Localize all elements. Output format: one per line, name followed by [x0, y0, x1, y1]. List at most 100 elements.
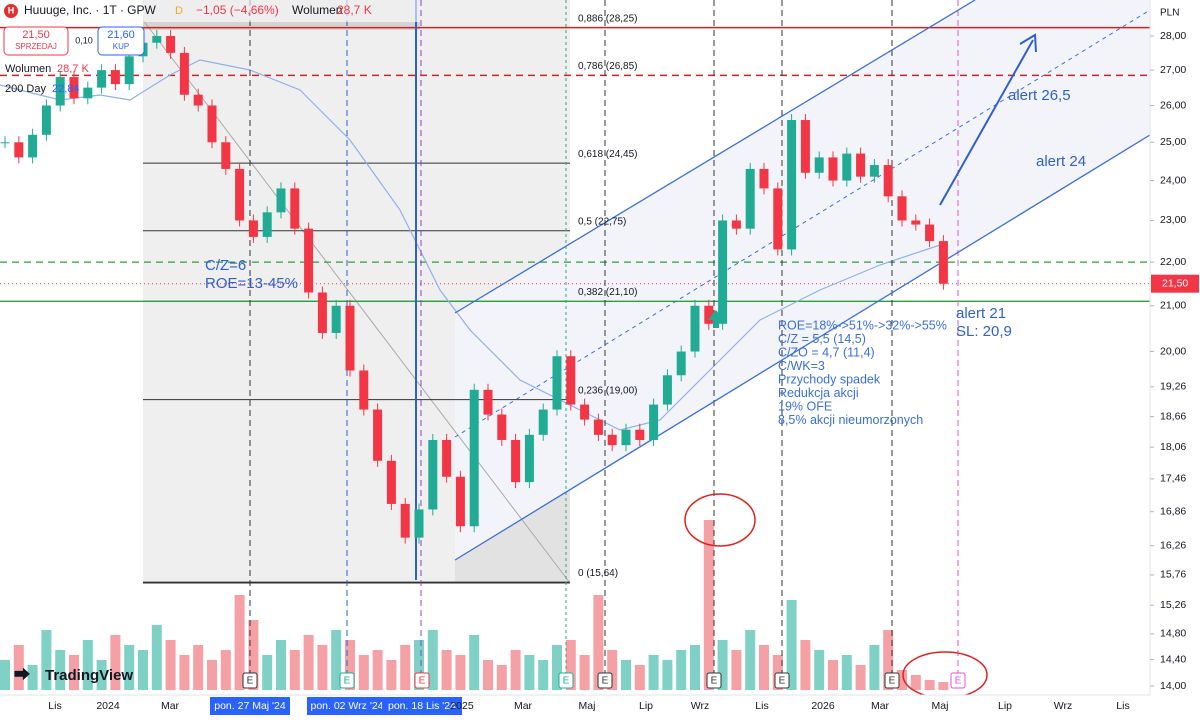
- candle: [869, 165, 879, 177]
- candle: [635, 429, 645, 440]
- price-label: 17,46: [1160, 473, 1186, 485]
- volume-bar: [345, 640, 355, 690]
- volume-label: Wolumen: [292, 3, 342, 17]
- brand-logo: ⮕: [14, 667, 30, 684]
- volume-bar: [800, 640, 811, 690]
- symbol[interactable]: Huuuge, Inc. · 1T · GPW: [24, 3, 156, 17]
- note-line: Redukcja akcji: [778, 386, 859, 400]
- candle: [718, 220, 728, 324]
- volume-bar: [759, 645, 769, 690]
- volume-bar: [841, 655, 852, 690]
- time-label: Lis: [755, 700, 768, 712]
- volume-bar: [510, 650, 521, 690]
- volume-bar: [483, 660, 493, 690]
- price-label: 15,76: [1160, 569, 1186, 581]
- event-marker: [558, 672, 574, 689]
- candle: [207, 105, 217, 143]
- candle: [883, 165, 893, 197]
- candle: [304, 228, 314, 293]
- time-label: Mar: [514, 700, 533, 712]
- time-label: Maj: [932, 700, 949, 712]
- candle: [621, 429, 631, 446]
- candle: [773, 188, 783, 250]
- event-label: E: [889, 676, 896, 687]
- volume-bar: [869, 645, 880, 690]
- time-label: Lip: [998, 700, 1012, 712]
- candle: [745, 168, 755, 229]
- note-line: ROE=18%->51%->32%->55%: [778, 318, 947, 332]
- candle: [276, 188, 286, 213]
- event-label: E: [563, 676, 570, 687]
- ma-200-line: [0, 59, 941, 431]
- price-label: 16,86: [1160, 505, 1186, 517]
- time-label: Wrz: [691, 700, 709, 712]
- volume-bar: [552, 645, 562, 690]
- annotation: alert 26,5: [1008, 87, 1071, 104]
- candle: [28, 134, 38, 158]
- volume-bar: [924, 680, 935, 690]
- volume-bar: [621, 660, 631, 690]
- time-axis-bg: [0, 695, 1200, 719]
- flag: D: [175, 5, 183, 17]
- volume-bar: [469, 635, 480, 690]
- candle: [483, 389, 493, 415]
- candle: [676, 351, 686, 376]
- note-line: C/Z = 5,5 (14,5): [778, 332, 866, 346]
- candle: [290, 188, 300, 229]
- price-label: 19,26: [1160, 381, 1186, 393]
- volume-bar: [96, 660, 107, 690]
- candle: [110, 70, 120, 85]
- time-label: 2024: [96, 700, 120, 712]
- volume-bar: [289, 650, 300, 690]
- volume-bar: [179, 655, 190, 690]
- fib-label: 0,786 (26,85): [578, 61, 638, 72]
- fib-label: 0,618 (24,45): [578, 149, 638, 160]
- volume-bar: [55, 650, 66, 690]
- volume-bar: [883, 630, 894, 690]
- brand: TradingView: [45, 667, 133, 684]
- volume-bar: [262, 655, 273, 690]
- volume-bar: [828, 660, 838, 690]
- volume-bar: [317, 645, 328, 690]
- volume-bar: [193, 645, 204, 690]
- highlight-circle: [684, 493, 756, 547]
- fib-label: 0,236 (19,00): [578, 385, 638, 396]
- time-label: pon. 27 Maj '24: [214, 700, 286, 712]
- time-label: Wrz: [1054, 700, 1072, 712]
- volume-bar: [82, 640, 93, 690]
- volume-bar: [690, 645, 700, 690]
- indicator-name: Wolumen: [5, 63, 51, 75]
- price-label: 22,00: [1160, 256, 1186, 268]
- candle: [152, 36, 162, 43]
- volume-bar: [441, 650, 452, 690]
- volume-bar: [165, 640, 176, 690]
- candle: [469, 389, 479, 527]
- volume-bar: [138, 650, 148, 690]
- candle: [345, 305, 355, 371]
- event-label: E: [779, 676, 786, 687]
- time-highlight: [307, 697, 387, 715]
- event-marker: [242, 672, 258, 689]
- price-label: 14,40: [1160, 653, 1186, 665]
- fib-label: 0,382 (21,10): [578, 287, 638, 298]
- volume-bar: [897, 670, 907, 690]
- price-label: 20,00: [1160, 345, 1186, 357]
- candle: [856, 153, 866, 177]
- buy-button[interactable]: [97, 26, 145, 56]
- candle: [455, 476, 465, 527]
- sell-button[interactable]: [3, 26, 69, 56]
- candle: [787, 120, 797, 250]
- time-label: 2026: [811, 700, 835, 712]
- volume-bar: [496, 665, 507, 690]
- time-label: Lis: [48, 700, 61, 712]
- volume-bar: [13, 645, 24, 690]
- candle: [69, 77, 79, 99]
- price-label: 27,00: [1160, 64, 1186, 76]
- currency[interactable]: PLN: [1160, 8, 1179, 19]
- volume-bar: [124, 645, 135, 690]
- volume-bar: [276, 640, 286, 690]
- candle: [248, 220, 258, 237]
- candle: [41, 105, 51, 135]
- candle: [662, 375, 672, 405]
